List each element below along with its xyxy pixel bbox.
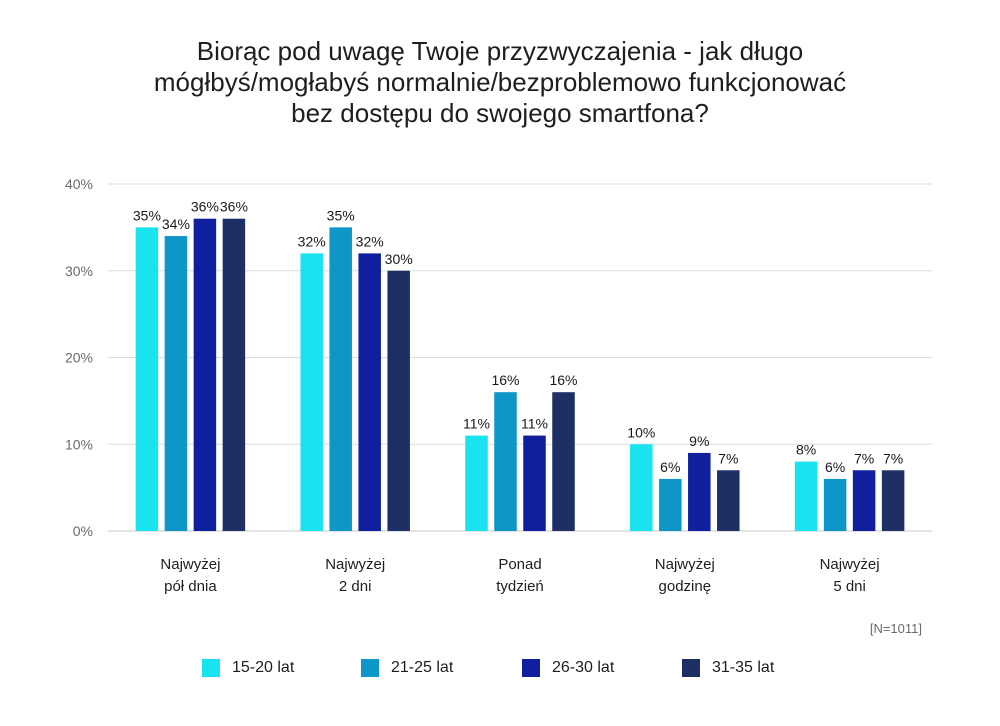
bar <box>329 227 352 531</box>
data-label: 7% <box>883 450 903 466</box>
bar <box>465 435 488 531</box>
data-label: 6% <box>660 459 680 475</box>
chart-title-line-2: mógłbyś/mogłabyś normalnie/bezproblemowo… <box>153 67 847 97</box>
x-category-label: Najwyżej <box>820 556 880 573</box>
x-category-label: Najwyżej <box>160 556 220 573</box>
y-tick-label: 20% <box>65 350 93 366</box>
legend-label-21-25: 21-25 lat <box>391 659 454 676</box>
bar <box>717 470 740 531</box>
chart-title: Biorąc pod uwagę Twoje przyzwyczajenia -… <box>80 36 920 129</box>
bar <box>358 253 381 531</box>
x-category-label: Ponad <box>498 556 541 573</box>
legend-item-26-30: 26-30 lat <box>522 653 614 683</box>
x-category-label: Najwyżej <box>325 556 385 573</box>
bar <box>222 218 246 531</box>
bar <box>300 253 323 531</box>
data-label: 11% <box>521 416 548 432</box>
bar <box>387 270 410 531</box>
data-label: 34% <box>162 216 190 232</box>
bar <box>823 478 847 531</box>
legend-label-31-35: 31-35 lat <box>712 659 775 676</box>
data-label: 32% <box>356 233 384 249</box>
data-label: 11% <box>463 416 490 432</box>
y-tick-label: 40% <box>65 176 93 192</box>
chart-title-line-1: Biorąc pod uwagę Twoje przyzwyczajenia -… <box>196 36 804 66</box>
bar <box>164 236 188 532</box>
legend-swatch-26-30 <box>522 659 540 677</box>
legend-swatch-31-35 <box>682 659 700 677</box>
x-category-label: pół dnia <box>164 578 217 595</box>
x-category-label: godzinę <box>659 578 712 595</box>
data-label: 7% <box>854 450 874 466</box>
bar <box>193 218 217 531</box>
legend: 15-20 lat 21-25 lat 26-30 lat 31-35 lat <box>0 653 1000 683</box>
bar <box>794 461 818 531</box>
bar <box>630 444 653 531</box>
bar <box>852 470 876 531</box>
data-label: 30% <box>385 251 413 267</box>
legend-item-15-20: 15-20 lat <box>202 653 294 683</box>
bar <box>688 452 711 531</box>
data-label: 36% <box>191 199 219 215</box>
data-label: 10% <box>627 424 655 440</box>
x-category-label: 2 dni <box>339 578 372 595</box>
data-label: 8% <box>796 442 816 458</box>
data-label: 32% <box>298 233 326 249</box>
bar <box>135 227 159 531</box>
x-category-label: tydzień <box>496 578 544 595</box>
x-category-label: Najwyżej <box>655 556 715 573</box>
data-label: 9% <box>689 433 709 449</box>
bar <box>881 470 905 531</box>
data-label: 7% <box>718 450 738 466</box>
y-tick-label: 30% <box>65 263 93 279</box>
chart-title-line-3: bez dostępu do swojego smartfona? <box>291 98 709 128</box>
data-label: 16% <box>549 372 577 388</box>
legend-label-26-30: 26-30 lat <box>552 659 615 676</box>
bar <box>552 392 575 531</box>
legend-label-15-20: 15-20 lat <box>232 659 295 676</box>
data-label: 35% <box>133 207 161 223</box>
y-tick-label: 10% <box>65 436 93 452</box>
legend-item-21-25: 21-25 lat <box>361 653 453 683</box>
legend-swatch-21-25 <box>361 659 379 677</box>
legend-swatch-15-20 <box>202 659 220 677</box>
y-tick-label: 0% <box>73 523 93 539</box>
data-label: 16% <box>491 372 519 388</box>
x-category-label: 5 dni <box>833 578 866 595</box>
data-label: 36% <box>220 199 248 215</box>
data-label: 35% <box>327 207 355 223</box>
bar <box>494 392 517 531</box>
legend-item-31-35: 31-35 lat <box>682 653 774 683</box>
data-label: 6% <box>825 459 845 475</box>
sample-size-note: [N=1011] <box>869 621 922 636</box>
bar <box>523 435 546 531</box>
bar <box>659 478 682 531</box>
